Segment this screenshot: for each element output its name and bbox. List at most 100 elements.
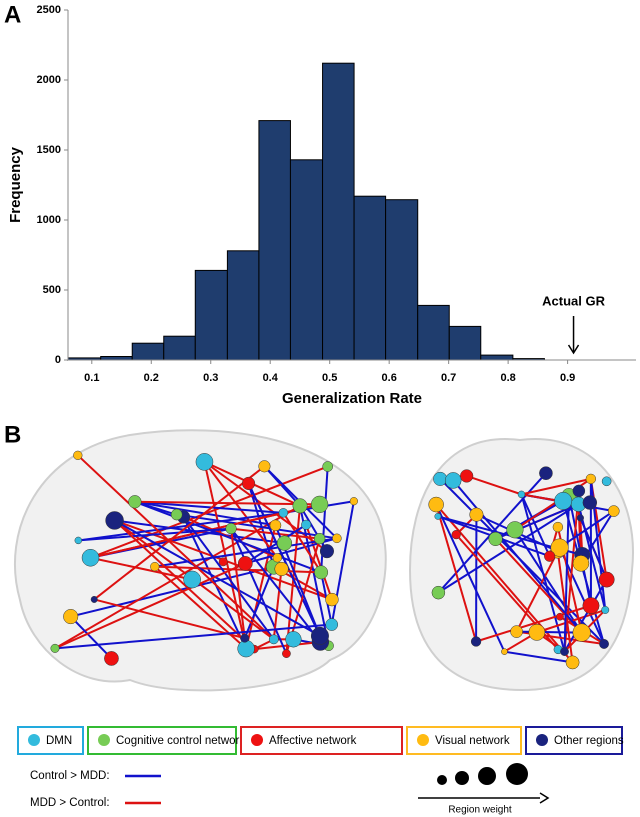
x-tick-label: 0.9	[560, 372, 575, 384]
legend-label: Visual network	[435, 735, 510, 747]
legend-swatch	[536, 734, 548, 746]
bar	[289, 159, 324, 361]
node	[428, 496, 444, 513]
node	[269, 519, 282, 532]
y-tick-label: 500	[43, 284, 61, 296]
bar	[322, 62, 355, 361]
bar	[480, 354, 514, 361]
edge	[54, 562, 246, 650]
edge	[247, 483, 321, 637]
edge	[113, 519, 256, 650]
node	[322, 461, 334, 472]
node	[451, 530, 461, 540]
node	[325, 618, 339, 631]
node	[517, 490, 526, 499]
x-tick-label: 0.7	[441, 372, 456, 384]
edge	[244, 523, 307, 565]
node	[601, 476, 612, 487]
node	[431, 585, 446, 600]
x-tick-label: 0.3	[203, 372, 218, 384]
node	[195, 453, 214, 471]
node	[311, 495, 329, 513]
node	[539, 466, 553, 480]
edge	[563, 495, 570, 652]
node	[550, 538, 569, 557]
node	[241, 476, 256, 491]
node	[501, 648, 508, 655]
edge	[516, 630, 582, 634]
node	[506, 521, 524, 539]
y-tick-label: 1000	[37, 214, 61, 226]
annotation-arrowhead	[567, 344, 580, 355]
edge	[154, 537, 338, 568]
node	[560, 647, 569, 656]
x-tick-label: 0.5	[322, 372, 337, 384]
edge-legend-label: MDD > Control:	[30, 797, 110, 809]
legend-box	[87, 726, 237, 755]
edge	[577, 503, 607, 611]
y-tick-label: 2500	[37, 4, 61, 16]
legend-swatch	[98, 734, 110, 746]
y-tick-label: 2000	[37, 74, 61, 86]
node	[218, 557, 228, 567]
node	[572, 484, 586, 498]
node	[565, 655, 580, 670]
node	[572, 623, 591, 642]
edge	[230, 528, 248, 649]
edge	[182, 516, 275, 640]
node	[598, 571, 615, 588]
edge	[515, 550, 559, 633]
node	[128, 495, 142, 509]
node	[170, 508, 183, 521]
legend-label: Cognitive control networks	[116, 735, 251, 747]
node	[183, 570, 201, 589]
edge	[437, 503, 580, 594]
node	[301, 519, 312, 530]
node	[285, 631, 302, 648]
bar	[131, 342, 165, 361]
node	[544, 550, 556, 562]
legend-swatch	[251, 734, 263, 746]
node	[73, 450, 83, 460]
edge	[93, 465, 266, 601]
size-legend	[418, 763, 550, 804]
edge	[504, 650, 573, 664]
x-tick-label: 0.1	[84, 372, 99, 384]
x-tick-label: 0.8	[500, 372, 515, 384]
bar	[258, 120, 291, 361]
node	[460, 469, 474, 483]
edge	[230, 528, 322, 643]
edge	[435, 504, 506, 653]
node	[601, 606, 610, 614]
bar	[417, 304, 450, 361]
node	[268, 634, 279, 645]
edge	[521, 477, 592, 496]
edge	[475, 604, 592, 643]
edge	[69, 615, 113, 660]
edge	[452, 479, 583, 634]
edge	[245, 525, 277, 649]
brain-view	[14, 429, 387, 692]
node	[278, 508, 289, 518]
edge	[230, 527, 320, 540]
brain-view	[408, 438, 634, 692]
edge	[93, 598, 245, 640]
node	[104, 651, 119, 666]
edge	[54, 623, 332, 650]
node	[240, 633, 250, 643]
node	[310, 626, 329, 645]
bar	[353, 195, 387, 361]
edge	[114, 519, 321, 637]
node	[50, 643, 60, 653]
node	[237, 639, 255, 658]
edge	[435, 504, 478, 642]
x-axis-label: Generalization Rate	[282, 390, 422, 407]
node	[510, 625, 523, 638]
node	[313, 532, 326, 545]
node	[470, 636, 482, 647]
node	[434, 512, 442, 520]
node	[582, 495, 598, 510]
edge	[134, 500, 284, 514]
node	[528, 624, 546, 641]
